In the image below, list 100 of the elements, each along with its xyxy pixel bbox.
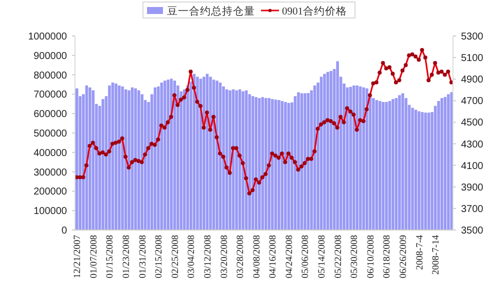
y-tick-label: 400000 [34, 148, 68, 159]
y-tick-label: 200000 [34, 186, 68, 198]
bar [88, 87, 92, 230]
x-tick-label: 03/12/2008 [203, 234, 214, 278]
x-tick-label: 2008-7-14 [432, 234, 442, 275]
bar [418, 111, 420, 230]
bar [242, 91, 244, 230]
x-tick-label: 05/22/2008 [334, 234, 344, 278]
bar [183, 89, 186, 230]
y2-tick-label: 4900 [461, 74, 484, 86]
x-tick-label: 03/20/2008 [220, 234, 230, 278]
y-tick-label: 900000 [34, 50, 68, 62]
bar [437, 100, 440, 230]
bar [382, 102, 385, 230]
bar [398, 95, 401, 230]
bar [278, 100, 280, 230]
x-tick-label: 03/28/2008 [236, 234, 246, 278]
bar [385, 102, 388, 230]
bar [209, 76, 212, 230]
y2-tick-label: 4700 [461, 96, 484, 108]
x-tick-label: 01/07/2008 [89, 234, 100, 278]
bar [411, 108, 414, 230]
x-tick-label: 01/23/2008 [122, 234, 132, 278]
bar [336, 61, 339, 230]
y2-tick-label: 5300 [461, 32, 484, 42]
bar [235, 90, 238, 230]
legend-label: 豆一合约总持仓量 [167, 4, 255, 18]
bar [108, 85, 111, 230]
bar [424, 112, 427, 230]
y-tick-label: 1000000 [28, 32, 68, 42]
bar [330, 70, 332, 230]
bar [196, 76, 199, 230]
bar [362, 87, 366, 230]
bar [349, 86, 352, 230]
bar [202, 76, 206, 230]
bar [248, 94, 251, 230]
x-tick-label: 06/18/2008 [382, 234, 393, 278]
bar [140, 94, 144, 230]
bar [228, 90, 232, 230]
bar [128, 90, 130, 230]
bar [394, 98, 398, 230]
x-tick-label: 02/25/2008 [170, 234, 181, 278]
bar [372, 98, 375, 230]
bar [358, 86, 362, 230]
x-tick-label: 06/26/2009 [398, 234, 409, 278]
bar [356, 85, 358, 230]
y2-tick-label: 4300 [461, 139, 484, 150]
bar [121, 86, 124, 230]
y-tick-label: 600000 [34, 109, 68, 120]
bar [134, 88, 137, 230]
x-tick-label: 2008-7-4 [415, 234, 426, 270]
x-tick-label: 05/30/2008 [350, 234, 360, 278]
bar [264, 98, 268, 230]
bar [450, 92, 453, 230]
bar [414, 110, 418, 230]
x-tick-label: 01/15/2008 [106, 234, 116, 278]
y-tick-label: 800000 [34, 70, 68, 82]
y-tick-label: 100000 [34, 206, 68, 218]
x-tick-label: 05/14/2008 [318, 234, 328, 278]
bar [446, 94, 450, 230]
bar [102, 99, 104, 230]
bar [427, 112, 430, 230]
legend-label: 0901合约价格 [282, 4, 347, 18]
bar [375, 100, 378, 230]
bar [261, 97, 264, 230]
bar [323, 74, 326, 230]
bar [401, 93, 404, 230]
y2-tick-label: 4100 [461, 160, 484, 172]
x-tick-label: 12/21/2007 [73, 234, 84, 278]
bar [170, 78, 173, 230]
x-tick-label: 04/24/2008 [284, 234, 295, 278]
bar [271, 99, 274, 230]
bar [378, 100, 382, 230]
x-tick-label: 02/15/2008 [154, 234, 165, 278]
bar [154, 87, 156, 230]
bar [173, 80, 176, 230]
bar [284, 102, 287, 230]
bar [166, 80, 170, 230]
y2-tick-label: 3500 [461, 226, 484, 236]
x-tick-label: 04/16/2008 [268, 234, 279, 278]
x-tick-label: 03/04/2008 [187, 234, 198, 278]
bar [114, 84, 118, 230]
bar [420, 112, 424, 230]
y2-tick-label: 5100 [461, 53, 484, 64]
bar [222, 86, 225, 230]
x-tick-label: 05/06/2008 [301, 234, 312, 278]
bar [440, 98, 444, 230]
y-tick-label: 300000 [34, 167, 68, 178]
bar [160, 82, 163, 230]
bar [216, 80, 218, 230]
bar [75, 88, 78, 230]
y-tick-label: 500000 [34, 128, 68, 140]
y-tick-label: 700000 [34, 90, 68, 101]
bar [268, 98, 271, 230]
bar [444, 96, 446, 230]
bar [366, 88, 368, 230]
bar [297, 92, 300, 230]
x-tick-label: 06/10/2008 [366, 234, 376, 278]
x-tick-label: 01/31/2008 [138, 234, 148, 278]
bar [254, 97, 258, 230]
